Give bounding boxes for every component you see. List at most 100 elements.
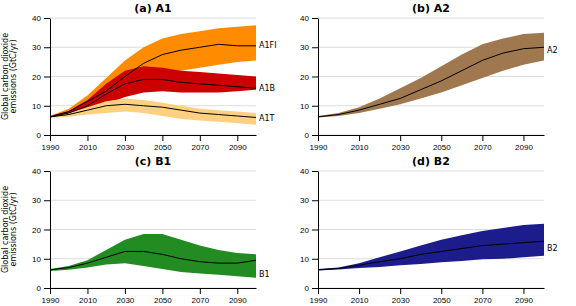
figure: 199020102030205020702090010203040(a) A1G… [0, 0, 576, 306]
tick: 10 [300, 255, 318, 264]
grid [318, 18, 544, 135]
axis-line [319, 288, 545, 289]
tick: 2010 [79, 288, 97, 305]
grid-line [50, 18, 256, 19]
tick: 2050 [154, 288, 172, 305]
grid-line [318, 288, 544, 289]
tick-mark [237, 288, 238, 294]
tick: 30 [32, 196, 50, 205]
x-axis: 1990 2010 2030 2050 2070 2090 [310, 288, 545, 305]
annotation: A1T [259, 114, 275, 123]
line [318, 47, 544, 117]
tick-label: 2050 [154, 143, 172, 152]
tick-mark [312, 288, 318, 289]
tick: 2010 [351, 288, 369, 305]
tick-label: 2090 [515, 143, 533, 152]
tick: 10 [32, 102, 50, 111]
annotation: A1B [259, 84, 275, 93]
tick-mark [50, 135, 51, 141]
axis-line [50, 172, 51, 289]
tick-label: 2030 [117, 143, 135, 152]
tick-mark [44, 135, 50, 136]
tick-mark [44, 230, 50, 231]
tick-label: 10 [32, 102, 41, 111]
tick-label: 2030 [117, 296, 135, 305]
tick: 2030 [392, 288, 410, 305]
tick-mark [318, 288, 319, 294]
tick-label: 40 [32, 167, 41, 176]
tick-label: 20 [300, 73, 309, 82]
tick-mark [162, 288, 163, 294]
panel: 199020102030205020702090010203040(d) B2B… [300, 155, 557, 305]
y-axis: 010203040 [32, 14, 50, 140]
tick: 1990 [42, 135, 60, 152]
panel: 199020102030205020702090010203040(a) A1G… [1, 2, 277, 152]
tick: 0 [305, 131, 318, 140]
tick: 2070 [191, 288, 209, 305]
tick-mark [237, 135, 238, 141]
tick-label: 1990 [42, 143, 60, 152]
grid-line [50, 200, 256, 201]
tick-mark [44, 200, 50, 201]
band [318, 224, 544, 271]
tick-mark [312, 106, 318, 107]
grid-line [318, 200, 544, 201]
tick-label: 2070 [474, 296, 492, 305]
tick: 2090 [515, 288, 533, 305]
tick: 40 [300, 167, 318, 176]
panel: 199020102030205020702090010203040(c) B1G… [1, 155, 270, 305]
tick: 10 [300, 102, 318, 111]
tick-mark [44, 18, 50, 19]
tick: 2010 [351, 135, 369, 152]
tick-label: 10 [32, 255, 41, 264]
tick: 20 [300, 226, 318, 235]
tick-mark [200, 135, 201, 141]
tick-mark [523, 135, 524, 141]
tick-mark [87, 135, 88, 141]
tick-label: 40 [32, 14, 41, 23]
tick-mark [312, 230, 318, 231]
band [318, 33, 544, 118]
tick-mark [400, 135, 401, 141]
tick: 2050 [433, 135, 451, 152]
tick-label: 40 [300, 14, 309, 23]
annotation: A2 [547, 46, 558, 55]
tick-label: 2030 [392, 143, 410, 152]
tick: 30 [300, 196, 318, 205]
tick-mark [359, 288, 360, 294]
tick-mark [441, 135, 442, 141]
line [50, 44, 256, 117]
tick-mark [312, 171, 318, 172]
tick: 1990 [310, 288, 328, 305]
tick: 2070 [474, 135, 492, 152]
tick: 2050 [433, 288, 451, 305]
tick-label: 1990 [310, 296, 328, 305]
tick-mark [200, 288, 201, 294]
tick-label: 2030 [392, 296, 410, 305]
tick: 2030 [117, 288, 135, 305]
tick-label: 2050 [154, 296, 172, 305]
plot-area [318, 33, 544, 118]
axis-line [51, 288, 257, 289]
tick-label: 2070 [191, 143, 209, 152]
tick-label: 2010 [79, 296, 97, 305]
tick-label: 20 [300, 226, 309, 235]
axis-line [51, 135, 257, 136]
panel: 199020102030205020702090010203040(b) A2A… [300, 2, 557, 152]
tick-label: 30 [32, 43, 41, 52]
tick-label: 0 [37, 131, 42, 140]
tick-label: 1990 [42, 296, 60, 305]
line [50, 79, 256, 116]
tick-label: 10 [300, 102, 309, 111]
tick-label: 2090 [229, 143, 247, 152]
y-axis: 0 10 20 30 40 [300, 14, 318, 140]
tick: 2090 [229, 135, 247, 152]
grid-line [50, 229, 256, 230]
tick-mark [44, 288, 50, 289]
tick-mark [482, 135, 483, 141]
tick-label: 30 [300, 43, 309, 52]
grid-line [50, 171, 256, 172]
tick-label: 2070 [474, 143, 492, 152]
tick-mark [87, 288, 88, 294]
tick: 10 [32, 255, 50, 264]
